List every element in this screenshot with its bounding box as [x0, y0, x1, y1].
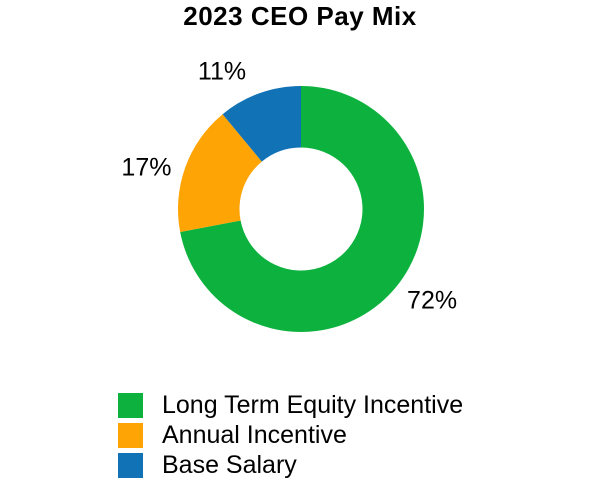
data-label-base-salary: 11% — [197, 57, 247, 86]
data-label-long-term-equity: 72% — [407, 286, 458, 315]
data-label-annual-incentive: 17% — [121, 153, 172, 182]
donut-slice-0 — [180, 86, 425, 332]
legend-item-annual-incentive: Annual Incentive — [118, 420, 463, 450]
legend-label-long-term-equity: Long Term Equity Incentive — [162, 391, 464, 419]
legend-label-base-salary: Base Salary — [162, 451, 297, 479]
donut-slice-2 — [222, 86, 301, 162]
legend-item-long-term-equity: Long Term Equity Incentive — [118, 390, 463, 420]
legend-label-annual-incentive: Annual Incentive — [162, 421, 347, 449]
legend-swatch-orange-icon — [118, 422, 143, 448]
legend: Long Term Equity Incentive Annual Incent… — [118, 390, 463, 480]
legend-item-base-salary: Base Salary — [118, 450, 463, 480]
legend-swatch-green-icon — [118, 392, 143, 418]
legend-swatch-blue-icon — [118, 452, 143, 478]
donut-slice-1 — [178, 114, 262, 233]
chart-title: 2023 CEO Pay Mix — [183, 1, 417, 31]
